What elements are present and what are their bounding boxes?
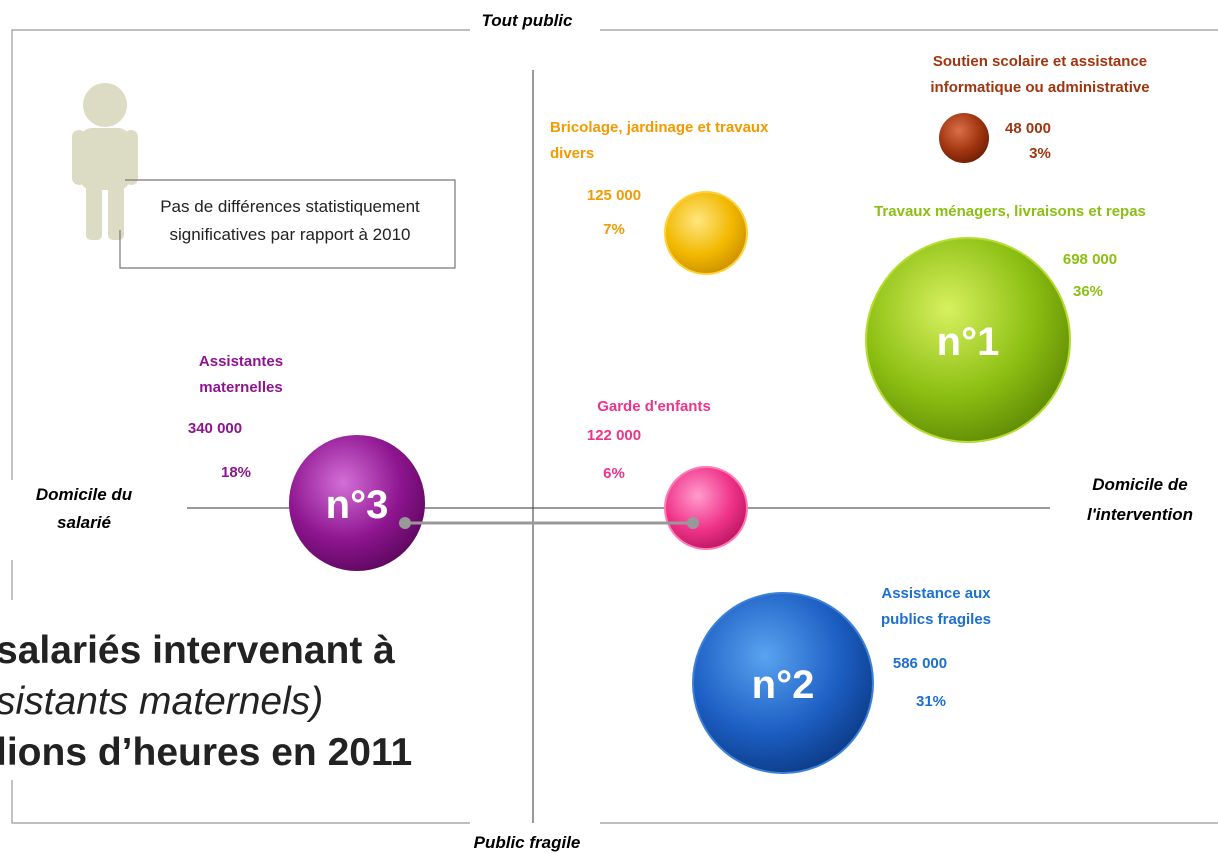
bubble-count: 48 000 xyxy=(1005,120,1051,137)
axis-label: Domicile de xyxy=(1092,475,1187,494)
headline: lions d’heures en 2011 xyxy=(0,731,412,774)
bubble-count: 125 000 xyxy=(587,187,641,204)
note-text: Pas de différences statistiquement xyxy=(160,197,420,216)
bubble-share: 3% xyxy=(1029,145,1051,162)
headline: salariés intervenant à xyxy=(0,629,395,672)
note-text: significatives par rapport à 2010 xyxy=(170,225,411,244)
bubble-label: maternelles xyxy=(199,379,282,396)
axis-label: Public fragile xyxy=(474,833,581,852)
bubble-count: 586 000 xyxy=(893,655,947,672)
axis-label: l'intervention xyxy=(1087,505,1193,524)
bubble-count: 122 000 xyxy=(587,427,641,444)
bubble-share: 7% xyxy=(603,221,625,238)
bubble-label: Bricolage, jardinage et travaux xyxy=(550,119,769,136)
headline: sistants maternels) xyxy=(0,680,323,723)
axis-label: Domicile du xyxy=(36,485,133,504)
bubble xyxy=(939,113,989,163)
diagram: Tout public Public fragile Domicile du s… xyxy=(0,0,1218,853)
axis-label: salarié xyxy=(57,513,111,532)
bubble-share: 31% xyxy=(916,693,946,710)
bubble-label: Travaux ménagers, livraisons et repas xyxy=(874,203,1146,220)
bubble-share: 18% xyxy=(221,464,251,481)
connector xyxy=(399,517,699,529)
bubble xyxy=(665,467,747,549)
bubble-label: Soutien scolaire et assistance xyxy=(933,53,1147,70)
rank: n°3 xyxy=(326,483,389,527)
label-group: Assistantes maternelles 340 000 18% xyxy=(188,353,283,481)
bubble-count: 340 000 xyxy=(188,420,242,437)
person-icon xyxy=(72,83,138,240)
bubble-share: 36% xyxy=(1073,283,1103,300)
axis-label: Tout public xyxy=(482,11,574,30)
rank: n°2 xyxy=(752,663,815,707)
bubble-label: divers xyxy=(550,145,594,162)
bubble xyxy=(665,192,747,274)
bubble-label: Garde d'enfants xyxy=(597,398,711,415)
rank: n°1 xyxy=(937,320,1000,364)
bubble-label: Assistantes xyxy=(199,353,283,370)
bubble-share: 6% xyxy=(603,465,625,482)
note-box xyxy=(120,180,455,268)
bubble-label: Assistance aux xyxy=(881,585,991,602)
label-group: Assistance aux publics fragiles 586 000 … xyxy=(881,585,991,710)
bubble-count: 698 000 xyxy=(1063,251,1117,268)
bubble-label: publics fragiles xyxy=(881,611,991,628)
bubble-label: informatique ou administrative xyxy=(930,79,1149,96)
